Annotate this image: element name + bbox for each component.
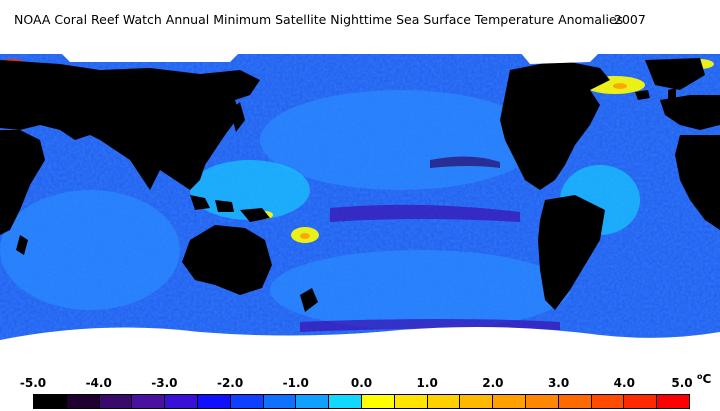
land-greenland [645,58,705,90]
land-new-zealand [300,288,318,312]
land-madagascar [16,235,28,255]
legend-tick-label: -5.0 [19,376,47,390]
legend-unit-degree: o [697,372,703,381]
land-britain [668,88,676,102]
legend-swatch [34,395,67,408]
legend-swatch [296,395,330,408]
land-eurasia [0,60,260,190]
land-australia [182,225,272,295]
land-japan [230,102,245,132]
land-africa [0,130,45,235]
land-west-africa [675,135,720,230]
legend-swatch [132,395,166,408]
land-indonesia-2 [215,200,234,212]
land-indonesia-1 [190,195,210,210]
legend-tick-label: -3.0 [151,376,178,390]
legend-tick-label: -2.0 [216,376,244,390]
legend-unit: oC [697,372,711,386]
legend-swatch [460,395,494,408]
legend-swatch [493,395,526,408]
legend-swatch [591,395,625,408]
ocean-region-southern-ocean-band [300,319,560,332]
legend-swatch [165,395,198,408]
land-south-america [538,195,605,310]
legend-tick-label: 4.0 [613,376,635,390]
land-iceland [635,90,650,100]
warm-spot-north-atlantic-core [613,83,627,89]
legend-swatch [99,395,133,408]
land-north-america [500,60,610,190]
legend-tick-label: 1.0 [416,376,438,390]
map-year: 2007 [614,12,646,27]
ice-arctic-siberia [60,52,240,62]
land-new-guinea [240,208,270,222]
ice-arctic [0,40,720,54]
ocean-region-indian [0,190,180,310]
legend-swatch [329,395,362,408]
legend-swatch [558,395,592,408]
map-title: NOAA Coral Reef Watch Annual Minimum Sat… [0,0,720,40]
legend-tick-label: -1.0 [282,376,309,390]
legend-swatch [230,395,264,408]
legend-swatch [394,395,428,408]
legend-swatch [263,395,297,408]
legend-tick-label: 5.0 [671,376,693,390]
legend-tick-label: -4.0 [85,376,112,390]
ice-arctic-canada [520,52,600,64]
map-title-text: NOAA Coral Reef Watch Annual Minimum Sat… [14,12,624,27]
legend-swatch [525,395,559,408]
legend-tick-label: 0.0 [350,376,373,390]
legend-swatch [427,395,461,408]
legend-swatch [197,395,231,408]
sst-anomaly-map [0,40,720,370]
ocean-region-south-pacific [270,250,570,330]
legend-tick-label: 3.0 [547,376,570,390]
legend-unit-letter: C [702,372,712,386]
legend-swatch [66,395,100,408]
legend-swatch [657,395,689,408]
color-scale-bar [33,394,690,409]
ocean-region-equatorial-pacific-cold-tongue [330,204,520,222]
legend-swatch [624,395,658,408]
legend-swatch [361,395,395,408]
legend-tick-labels: -5.0 -4.0 -3.0 -2.0 -1.0 0.0 1.0 2.0 3.0 4.0 5.0 oC [0,372,720,394]
ice-antarctic-shelf [0,326,720,340]
ocean-region-east-pacific-cold [430,156,500,168]
land-europe [660,95,720,130]
ocean-region-north-pacific [260,90,540,190]
ice-antarctica [0,340,720,370]
warm-spot-coral-sea-core [300,233,310,239]
legend-tick-label: 2.0 [482,376,504,390]
